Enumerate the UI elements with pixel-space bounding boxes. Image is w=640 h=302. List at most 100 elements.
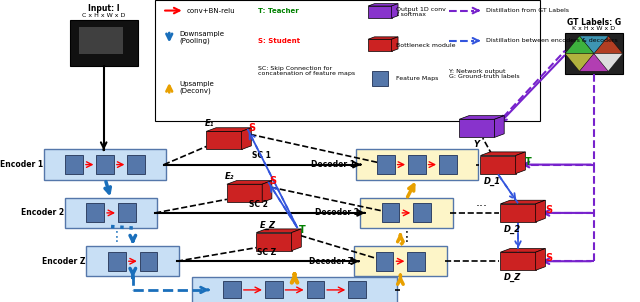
- Text: D_Z: D_Z: [504, 273, 521, 282]
- Text: S: Student: S: Student: [258, 38, 300, 44]
- FancyBboxPatch shape: [372, 71, 388, 86]
- Text: E_Z: E_Z: [260, 220, 276, 230]
- Text: T: Teacher: T: Teacher: [258, 8, 299, 14]
- Text: SC: Skip Connection for
concatenation of feature maps: SC: Skip Connection for concatenation of…: [258, 66, 355, 76]
- Text: T: T: [299, 224, 305, 235]
- Polygon shape: [256, 233, 292, 251]
- Text: S: S: [545, 205, 552, 215]
- FancyBboxPatch shape: [70, 20, 138, 66]
- Polygon shape: [206, 131, 242, 149]
- FancyBboxPatch shape: [407, 252, 425, 271]
- Polygon shape: [536, 200, 545, 222]
- FancyBboxPatch shape: [377, 155, 395, 175]
- Polygon shape: [292, 229, 301, 251]
- Text: S: S: [269, 176, 276, 186]
- Text: Y: Y: [474, 140, 480, 149]
- FancyBboxPatch shape: [223, 281, 241, 298]
- Text: SC 2: SC 2: [249, 200, 268, 209]
- Text: Y: Network output
G: Ground-truth labels: Y: Network output G: Ground-truth labels: [449, 69, 520, 79]
- Text: C x H x W x D: C x H x W x D: [82, 13, 125, 18]
- Polygon shape: [495, 116, 504, 137]
- Polygon shape: [481, 152, 525, 156]
- Polygon shape: [565, 54, 594, 71]
- Polygon shape: [481, 156, 516, 174]
- FancyBboxPatch shape: [565, 33, 623, 74]
- Polygon shape: [594, 36, 623, 54]
- Text: E₁: E₁: [205, 119, 214, 128]
- Text: Input: I: Input: I: [88, 4, 120, 13]
- FancyBboxPatch shape: [155, 0, 540, 121]
- Text: Distillation between encoders & decoders: Distillation between encoders & decoders: [486, 38, 618, 43]
- Polygon shape: [368, 39, 392, 51]
- FancyBboxPatch shape: [376, 252, 394, 271]
- Text: E₂: E₂: [225, 172, 234, 181]
- Polygon shape: [368, 37, 398, 39]
- FancyBboxPatch shape: [439, 155, 457, 175]
- FancyBboxPatch shape: [118, 204, 136, 222]
- FancyBboxPatch shape: [381, 204, 399, 222]
- Text: ⋮: ⋮: [110, 230, 124, 244]
- Text: Encoder 1: Encoder 1: [0, 160, 44, 169]
- FancyBboxPatch shape: [360, 198, 452, 228]
- Text: Decoder 1: Decoder 1: [311, 160, 355, 169]
- Polygon shape: [594, 54, 623, 71]
- Text: Decoder 2: Decoder 2: [316, 208, 359, 217]
- Polygon shape: [579, 36, 608, 54]
- Text: ···: ···: [476, 200, 488, 214]
- Polygon shape: [368, 4, 398, 6]
- Text: GT Labels: G: GT Labels: G: [567, 18, 621, 27]
- FancyBboxPatch shape: [356, 149, 478, 180]
- Polygon shape: [227, 184, 262, 202]
- Text: Upsample
(Deconv): Upsample (Deconv): [180, 81, 214, 94]
- FancyBboxPatch shape: [413, 204, 431, 222]
- Polygon shape: [242, 128, 252, 149]
- Text: SC 1: SC 1: [252, 151, 271, 160]
- Text: D_2: D_2: [504, 225, 521, 234]
- Polygon shape: [392, 37, 398, 51]
- Text: S: S: [545, 253, 552, 263]
- Text: Distillation from GT Labels: Distillation from GT Labels: [486, 8, 569, 13]
- Text: K x H x W x D: K x H x W x D: [572, 26, 616, 31]
- Polygon shape: [579, 54, 608, 71]
- Text: Feature Maps: Feature Maps: [396, 76, 438, 81]
- FancyBboxPatch shape: [348, 281, 366, 298]
- Polygon shape: [262, 181, 272, 202]
- Polygon shape: [500, 252, 536, 270]
- Polygon shape: [460, 116, 504, 119]
- Polygon shape: [79, 27, 123, 54]
- Polygon shape: [227, 181, 272, 184]
- Polygon shape: [500, 200, 545, 204]
- Polygon shape: [500, 204, 536, 222]
- Text: Bottleneck module: Bottleneck module: [396, 43, 456, 48]
- Text: SC Z: SC Z: [257, 248, 276, 257]
- Text: ⋮: ⋮: [399, 230, 413, 244]
- FancyBboxPatch shape: [127, 155, 145, 175]
- FancyBboxPatch shape: [65, 155, 83, 175]
- Polygon shape: [256, 229, 301, 233]
- FancyBboxPatch shape: [44, 149, 166, 180]
- FancyBboxPatch shape: [86, 204, 104, 222]
- Polygon shape: [206, 128, 252, 131]
- FancyBboxPatch shape: [192, 277, 397, 302]
- Polygon shape: [565, 36, 594, 54]
- FancyBboxPatch shape: [307, 281, 324, 298]
- Polygon shape: [500, 249, 545, 252]
- FancyBboxPatch shape: [140, 252, 157, 271]
- Polygon shape: [392, 4, 398, 18]
- Text: Encoder Z: Encoder Z: [42, 257, 86, 266]
- Polygon shape: [460, 119, 495, 137]
- Polygon shape: [536, 249, 545, 270]
- Polygon shape: [368, 6, 392, 18]
- FancyBboxPatch shape: [86, 246, 179, 276]
- FancyBboxPatch shape: [354, 246, 447, 276]
- Text: Output 1D conv
ℓ softmax: Output 1D conv ℓ softmax: [396, 7, 446, 18]
- Text: T: T: [525, 156, 532, 167]
- FancyBboxPatch shape: [65, 198, 157, 228]
- FancyBboxPatch shape: [97, 155, 114, 175]
- Text: D_1: D_1: [484, 177, 500, 186]
- FancyBboxPatch shape: [108, 252, 126, 271]
- Text: Decoder Z: Decoder Z: [309, 257, 353, 266]
- Text: conv+BN-relu: conv+BN-relu: [187, 8, 236, 14]
- Text: Encoder 2: Encoder 2: [21, 208, 64, 217]
- FancyBboxPatch shape: [408, 155, 426, 175]
